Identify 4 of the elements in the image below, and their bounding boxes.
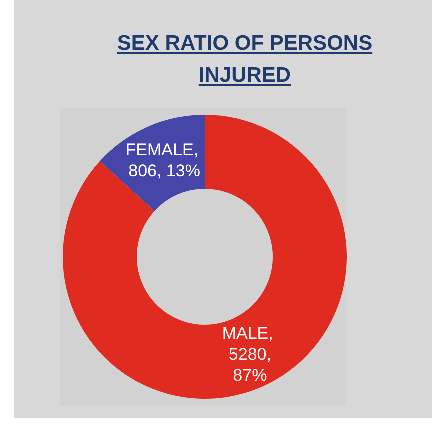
slice-label: MALE, 5280, 87% — [222, 324, 274, 385]
donut-slice — [63, 115, 347, 399]
slice-label: FEMALE, 806, 13% — [124, 140, 200, 181]
chart-title: SEX RATIO OF PERSONS INJURED — [117, 32, 373, 87]
